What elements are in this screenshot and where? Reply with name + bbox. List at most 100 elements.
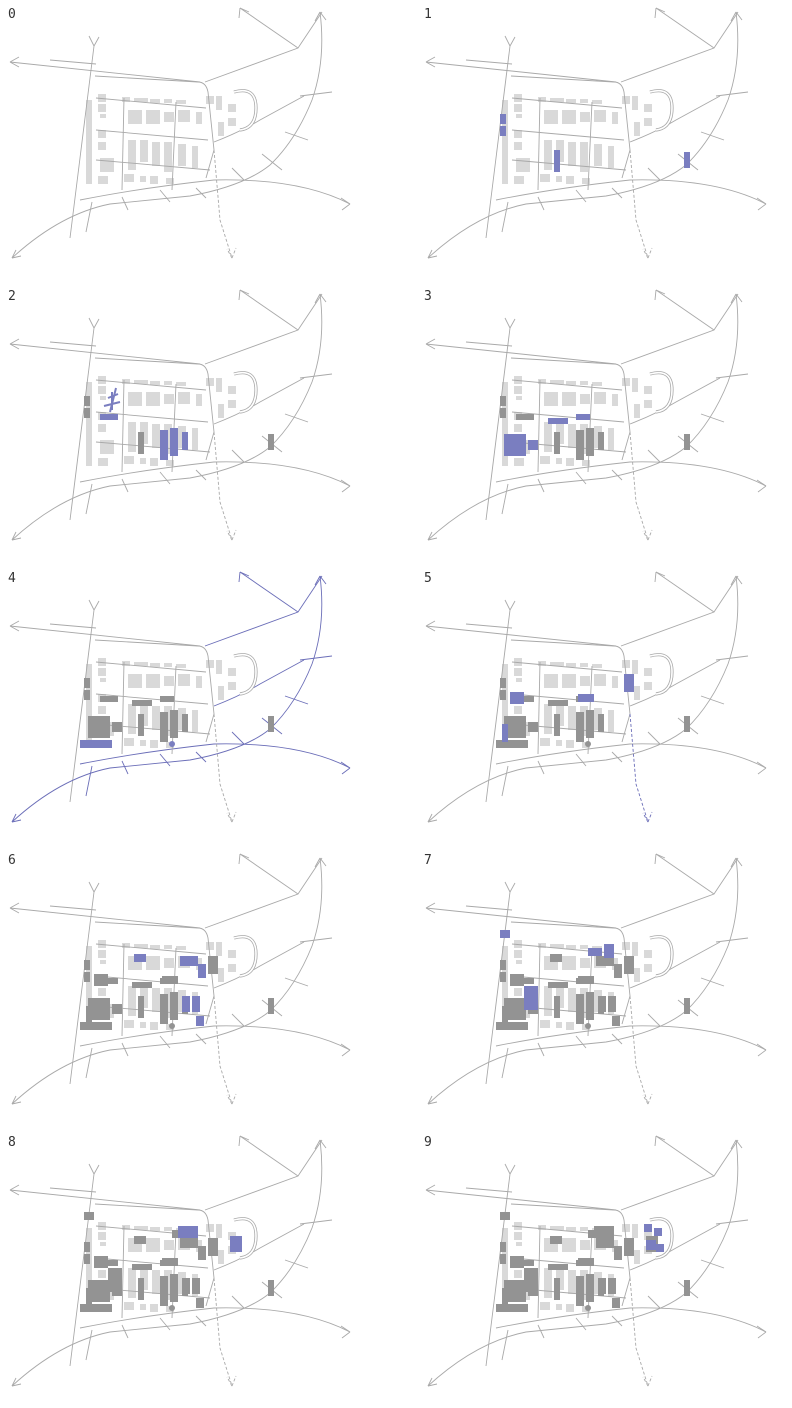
built-block — [516, 414, 534, 420]
existing-block — [164, 945, 172, 949]
existing-block — [540, 1020, 550, 1028]
new-block — [182, 432, 188, 450]
road-inner — [231, 731, 245, 745]
road-grid — [537, 661, 541, 755]
existing-block — [98, 950, 106, 958]
built-block — [94, 1256, 108, 1268]
built-block — [208, 1238, 218, 1256]
existing-block — [100, 114, 106, 118]
existing-block — [516, 114, 522, 118]
new-blocks — [500, 114, 690, 172]
existing-block — [122, 379, 130, 384]
built-block — [500, 678, 506, 688]
road-west — [504, 317, 516, 329]
existing-block — [580, 381, 588, 385]
existing-block — [98, 668, 106, 676]
existing-block — [514, 988, 522, 996]
existing-block — [502, 100, 508, 184]
existing-block — [592, 382, 602, 386]
road-dashed — [642, 529, 653, 541]
road-dashed — [226, 811, 237, 823]
built-block — [100, 1260, 118, 1266]
road-inner — [238, 289, 250, 301]
road-inner — [239, 1135, 299, 1177]
existing-block — [86, 1228, 92, 1312]
road-inner — [261, 153, 283, 171]
built-block — [554, 714, 560, 736]
existing-block — [632, 378, 638, 392]
existing-block — [516, 396, 522, 400]
road-grid — [95, 441, 211, 453]
road-dashed — [213, 431, 233, 541]
road-south — [195, 187, 207, 199]
built-block — [198, 1246, 206, 1260]
loop-road-inner — [649, 1217, 673, 1259]
existing-block — [568, 142, 576, 166]
built-block — [500, 690, 506, 700]
existing-block — [566, 176, 574, 184]
road-south — [611, 187, 623, 199]
road-west — [88, 35, 100, 47]
existing-block — [568, 988, 576, 1012]
existing-block — [544, 674, 558, 688]
existing-block — [164, 676, 174, 686]
road-dashed — [226, 247, 237, 259]
road-northW — [425, 620, 436, 632]
road-inner — [629, 95, 721, 143]
existing-block — [134, 380, 148, 384]
road-inner — [213, 95, 305, 143]
road-south — [495, 461, 767, 487]
new-block — [500, 114, 506, 124]
existing-block — [580, 112, 590, 122]
loop-road-inner — [233, 653, 257, 695]
road-northW — [9, 907, 201, 929]
existing-block — [502, 1228, 508, 1312]
road-inner — [654, 571, 666, 583]
existing-block — [98, 94, 106, 102]
existing-block — [122, 1225, 130, 1230]
road-inner — [654, 853, 666, 865]
road-south — [195, 1315, 207, 1327]
new-block — [576, 414, 590, 420]
phase-panel-7: 7 — [416, 846, 792, 1126]
existing-block — [228, 668, 236, 676]
loop-road — [233, 89, 258, 132]
existing-block — [634, 686, 640, 700]
road-inner — [231, 1013, 245, 1027]
road-northW — [425, 1189, 617, 1211]
new-block — [230, 1236, 242, 1252]
road-south — [340, 197, 351, 211]
site-plan-map — [9, 1135, 351, 1387]
existing-block — [562, 110, 576, 124]
road-inner — [715, 1219, 749, 1225]
existing-block — [594, 392, 606, 404]
road-south — [495, 1307, 767, 1333]
existing-block — [86, 100, 92, 184]
road-inner — [655, 7, 715, 49]
road-northW — [9, 56, 20, 68]
existing-block — [98, 458, 108, 466]
phase-number: 6 — [8, 853, 16, 868]
existing-block — [216, 378, 222, 392]
built-block — [510, 974, 524, 986]
built-block — [500, 972, 506, 982]
road-south — [85, 201, 93, 233]
road-inner — [654, 1135, 666, 1147]
new-plaza-dot — [169, 741, 175, 747]
built-block — [550, 1236, 562, 1244]
road-south — [495, 743, 767, 769]
road-south — [575, 471, 587, 485]
existing-block — [644, 104, 652, 112]
road-inner — [231, 167, 245, 181]
existing-block — [98, 130, 106, 138]
existing-block — [502, 946, 508, 1030]
existing-block — [98, 424, 106, 432]
existing-block — [580, 142, 588, 172]
road-inner — [213, 659, 305, 707]
existing-block — [644, 386, 652, 394]
built-block — [548, 700, 568, 706]
road-frame — [94, 921, 215, 1025]
road-network — [9, 1135, 351, 1387]
road-south — [537, 196, 545, 211]
